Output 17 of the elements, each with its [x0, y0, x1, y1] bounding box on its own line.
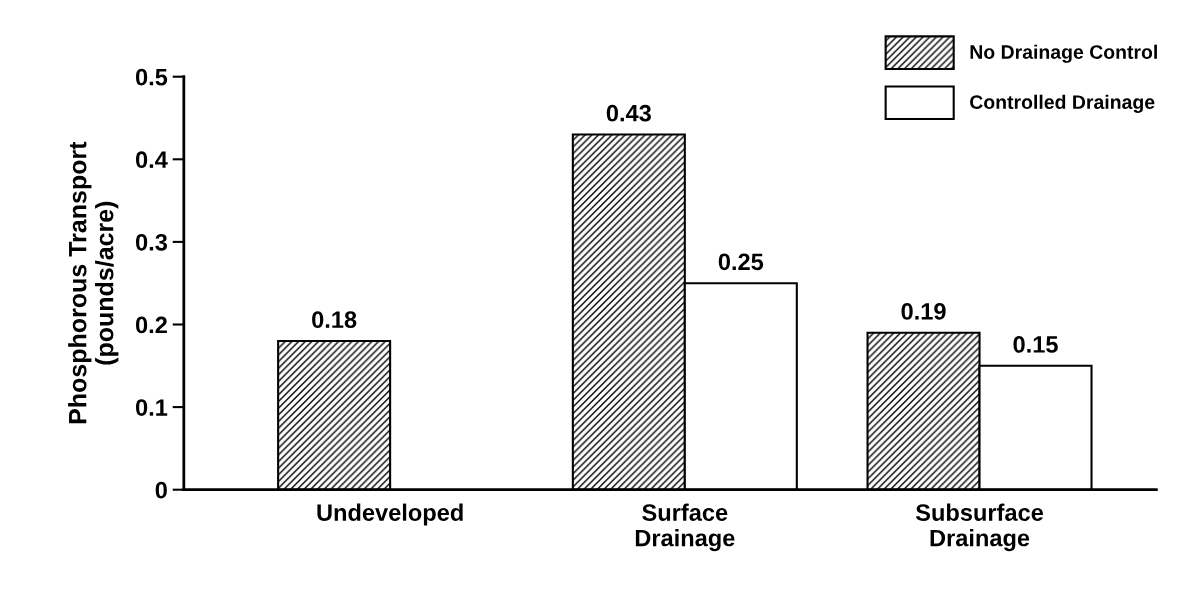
x-tick-label: Subsurface Drainage	[915, 503, 1044, 552]
data-label: 0.18	[312, 311, 357, 329]
y-tick-label: 0.3	[135, 233, 168, 251]
x-tick-label: Undeveloped	[317, 503, 463, 526]
legend-label: No Drainage Control	[970, 44, 1157, 63]
y-tick-label: 0.1	[135, 399, 168, 416]
y-tick-label: 0.5	[135, 68, 168, 86]
data-label: 0.43	[606, 104, 651, 122]
y-axis-title: Phosphorous Transport (pounds/acre)	[68, 141, 119, 424]
y-tick-label: 0.2	[135, 316, 167, 334]
data-label: 0.19	[901, 303, 946, 320]
data-label: 0.15	[1013, 336, 1058, 353]
data-label: 0.25	[718, 253, 764, 271]
x-tick-label: Surface Drainage	[635, 503, 735, 552]
y-tick-label: 0	[155, 481, 167, 499]
legend-label: Controlled Drainage	[970, 94, 1155, 113]
y-tick-label: 0.4	[135, 151, 168, 169]
